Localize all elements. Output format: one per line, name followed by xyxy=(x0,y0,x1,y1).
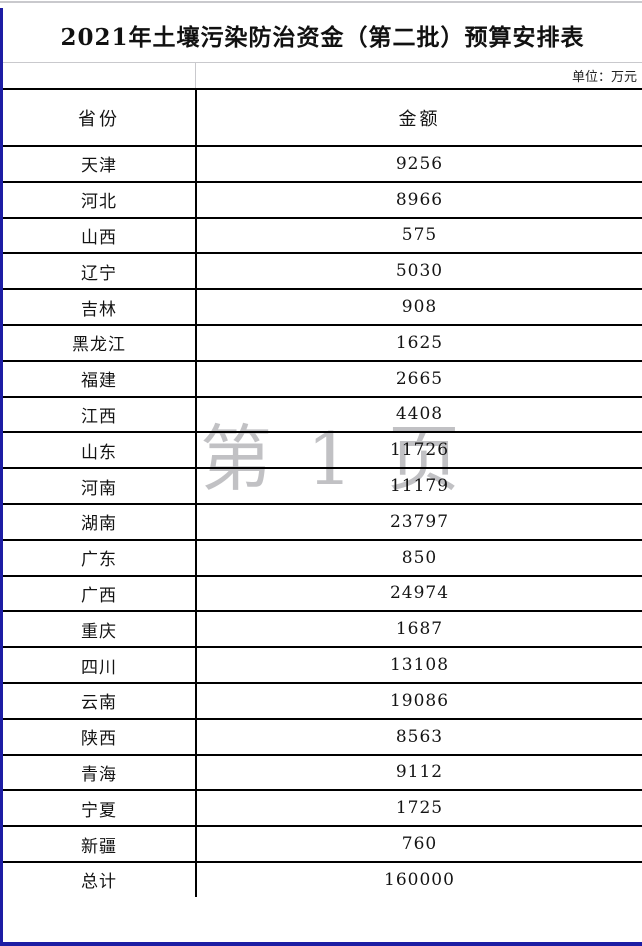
province-cell: 陕西 xyxy=(3,717,197,756)
province-cell: 河北 xyxy=(3,180,197,219)
table-row: 山西 575 xyxy=(3,216,642,255)
province-cell: 青海 xyxy=(3,753,197,792)
table-row: 江西 4408 xyxy=(3,395,642,434)
amount-cell: 1625 xyxy=(195,323,642,362)
amount-cell: 23797 xyxy=(195,502,642,541)
province-cell: 宁夏 xyxy=(3,789,197,828)
table-row: 福建 2665 xyxy=(3,359,642,398)
table-row: 新疆 760 xyxy=(3,825,642,863)
province-cell: 广东 xyxy=(3,538,197,577)
amount-cell: 19086 xyxy=(195,681,642,720)
province-cell: 四川 xyxy=(3,646,197,684)
amount-cell: 850 xyxy=(195,538,642,577)
province-cell: 天津 xyxy=(3,145,197,183)
amount-cell: 11179 xyxy=(195,467,642,505)
amount-cell: 13108 xyxy=(195,646,642,684)
table-row: 河北 8966 xyxy=(3,180,642,219)
amount-cell: 908 xyxy=(195,288,642,326)
province-cell: 吉林 xyxy=(3,288,197,326)
amount-cell: 11726 xyxy=(195,431,642,470)
column-divider-light xyxy=(195,63,196,88)
page-title: 2021年土壤污染防治资金（第二批）预算安排表 xyxy=(60,24,585,51)
province-cell: 黑龙江 xyxy=(3,323,197,362)
province-cell: 重庆 xyxy=(3,610,197,649)
amount-cell: 24974 xyxy=(195,574,642,613)
top-divider-line xyxy=(0,1,642,3)
province-cell: 云南 xyxy=(3,681,197,720)
province-cell: 福建 xyxy=(3,359,197,398)
title-row: 2021年土壤污染防治资金（第二批）预算安排表 xyxy=(3,8,642,62)
table-row: 四川 13108 xyxy=(3,646,642,684)
amount-cell: 8966 xyxy=(195,180,642,219)
table-frame: 2021年土壤污染防治资金（第二批）预算安排表 单位：万元 省份 金额 天津 92… xyxy=(0,8,642,946)
amount-cell: 1687 xyxy=(195,610,642,649)
table-row: 广西 24974 xyxy=(3,574,642,613)
table-row: 重庆 1687 xyxy=(3,610,642,649)
amount-cell: 575 xyxy=(195,216,642,255)
table-row: 云南 19086 xyxy=(3,681,642,720)
col-header-province: 省份 xyxy=(3,88,197,147)
amount-cell: 5030 xyxy=(195,252,642,291)
table-row: 青海 9112 xyxy=(3,753,642,792)
table-header: 省份 金额 xyxy=(3,88,642,147)
table-row: 山东 11726 xyxy=(3,431,642,470)
amount-cell: 8563 xyxy=(195,717,642,756)
province-cell: 新疆 xyxy=(3,825,197,863)
province-cell: 辽宁 xyxy=(3,252,197,291)
amount-cell: 4408 xyxy=(195,395,642,434)
unit-row: 单位：万元 xyxy=(3,62,642,88)
table-row: 广东 850 xyxy=(3,538,642,577)
amount-cell: 9112 xyxy=(195,753,642,792)
table-row: 黑龙江 1625 xyxy=(3,323,642,362)
province-cell: 山东 xyxy=(3,431,197,470)
unit-note: 单位：万元 xyxy=(571,70,637,85)
table-row: 吉林 908 xyxy=(3,288,642,326)
province-cell: 江西 xyxy=(3,395,197,434)
budget-table: 省份 金额 天津 9256 河北 8966 山西 575 辽宁 5030 吉林 908 黑龙江 162… xyxy=(3,88,642,897)
province-cell: 湖南 xyxy=(3,502,197,541)
table-row: 陕西 8563 xyxy=(3,717,642,756)
amount-cell: 760 xyxy=(195,825,642,863)
table-row: 河南 11179 xyxy=(3,467,642,505)
table-row: 湖南 23797 xyxy=(3,502,642,541)
header-row: 省份 金额 xyxy=(3,88,642,147)
table-row: 宁夏 1725 xyxy=(3,789,642,828)
amount-cell: 2665 xyxy=(195,359,642,398)
province-cell: 总计 xyxy=(3,860,197,897)
amount-cell: 160000 xyxy=(195,860,642,897)
province-cell: 山西 xyxy=(3,216,197,255)
amount-cell: 1725 xyxy=(195,789,642,828)
col-header-amount: 金额 xyxy=(195,88,642,147)
table-row: 辽宁 5030 xyxy=(3,252,642,291)
table-row: 天津 9256 xyxy=(3,145,642,183)
amount-cell: 9256 xyxy=(195,145,642,183)
total-row: 总计 160000 xyxy=(3,860,642,897)
province-cell: 广西 xyxy=(3,574,197,613)
table-body: 天津 9256 河北 8966 山西 575 辽宁 5030 吉林 908 黑龙江 1625 福建 266… xyxy=(3,145,642,897)
province-cell: 河南 xyxy=(3,467,197,505)
